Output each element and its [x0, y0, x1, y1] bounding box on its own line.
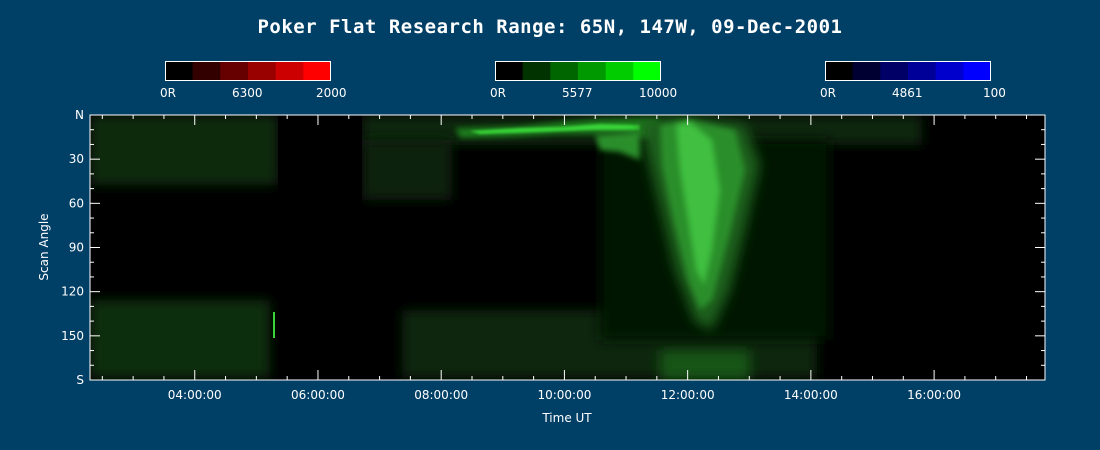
x-axis-label: Time UT — [541, 411, 592, 425]
colorbar-step — [275, 61, 304, 81]
emission-intensity-field — [90, 115, 922, 380]
x-tick-label: 10:00:00 — [537, 388, 591, 402]
colorbar-5577-mid-label: 5577 — [562, 86, 593, 100]
auroral-funnel-bright — [676, 122, 720, 285]
colorbar-6300-mid-label: 6300 — [232, 86, 263, 100]
x-tick-label: 12:00:00 — [661, 388, 715, 402]
colorbar-6300 — [165, 61, 331, 81]
x-tick-label: 16:00:00 — [907, 388, 961, 402]
colorbar-step — [495, 61, 524, 81]
colorbar-step — [908, 61, 937, 81]
colorbar-step — [605, 61, 634, 81]
y-tick-label: N — [75, 108, 84, 122]
auroral-arc-bright — [470, 124, 640, 134]
colorbar-step — [220, 61, 249, 81]
colorbar-step — [880, 61, 909, 81]
chart-title: Poker Flat Research Range: 65N, 147W, 09… — [257, 16, 843, 38]
colorbar-4861 — [825, 61, 991, 81]
y-tick-label: 90 — [69, 241, 84, 255]
colorbar-step — [165, 61, 194, 81]
y-tick-label: 150 — [61, 329, 84, 343]
colorbar-step — [550, 61, 579, 81]
emission-region — [362, 140, 452, 200]
colorbar-step — [192, 61, 221, 81]
colorbar-step — [522, 61, 551, 81]
emission-region — [90, 300, 270, 378]
colorbar-step — [963, 61, 991, 81]
colorbar-step — [248, 61, 277, 81]
colorbar-6300-svg — [165, 61, 331, 81]
emission-region — [90, 115, 278, 185]
colorbar-frame — [825, 61, 991, 81]
x-tick-label: 06:00:00 — [291, 388, 345, 402]
colorbar-step — [825, 61, 854, 81]
colorbar-4861-min-label: 0R — [820, 86, 836, 100]
y-tick-label: 60 — [69, 196, 84, 210]
colorbar-step — [578, 61, 607, 81]
y-axis-label: Scan Angle — [37, 213, 51, 280]
colorbar-step — [303, 61, 331, 81]
colorbar-5577 — [495, 61, 661, 81]
y-axis: N 30 60 90 120 150 S — [61, 108, 1045, 387]
x-tick-label: 08:00:00 — [414, 388, 468, 402]
colorbar-5577-min-label: 0R — [490, 86, 506, 100]
colorbar-step — [852, 61, 881, 81]
colorbar-6300-min-label: 0R — [160, 86, 176, 100]
auroral-patch — [595, 132, 640, 160]
y-tick-label: S — [76, 373, 84, 387]
colorbar-4861-max-label: 100 — [983, 86, 1006, 100]
colorbar-4861-mid-label: 4861 — [892, 86, 923, 100]
x-tick-label: 14:00:00 — [784, 388, 838, 402]
x-axis: 04:00:00 06:00:00 08:00:00 10:00:00 12:00:00… — [101, 115, 1028, 402]
colorbar-5577-max-label: 10000 — [639, 86, 678, 100]
y-tick-label: 30 — [69, 152, 84, 166]
colorbar-frame — [165, 61, 331, 81]
colorbar-step — [633, 61, 661, 81]
southern-glow — [660, 350, 750, 380]
bright-streak — [273, 312, 275, 338]
y-tick-label: 120 — [61, 285, 84, 299]
data-gap — [278, 115, 362, 380]
colorbar-step — [935, 61, 964, 81]
colorbar-4861-svg — [825, 61, 991, 81]
colorbar-6300-max-label: 2000 — [316, 86, 347, 100]
colorbar-5577-svg — [495, 61, 661, 81]
x-tick-label: 04:00:00 — [168, 388, 222, 402]
colorbar-frame — [495, 61, 661, 81]
